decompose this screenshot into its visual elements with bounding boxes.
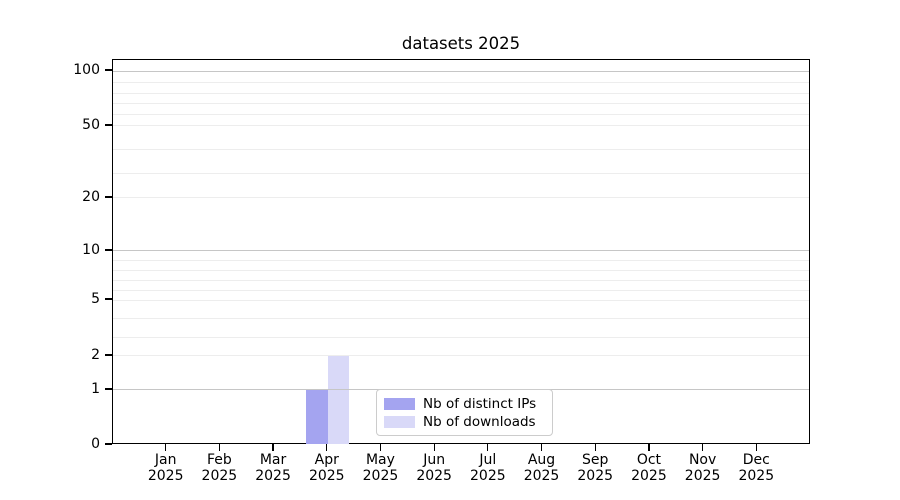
y-tick-label: 1 bbox=[91, 380, 100, 397]
y-gridline-minor bbox=[113, 197, 809, 199]
x-tick-label: Sep 2025 bbox=[577, 452, 614, 484]
x-tick-label: Dec 2025 bbox=[738, 452, 775, 484]
x-tick-label: Oct 2025 bbox=[631, 452, 667, 484]
y-gridline-minor bbox=[113, 260, 809, 262]
x-tick bbox=[272, 444, 274, 451]
x-tick bbox=[379, 444, 382, 451]
y-tick bbox=[105, 69, 112, 71]
y-tick bbox=[105, 196, 112, 198]
legend-swatch-downloads bbox=[384, 416, 415, 428]
y-gridline-minor bbox=[113, 355, 809, 357]
y-gridline-minor bbox=[113, 299, 809, 301]
x-tick bbox=[165, 444, 167, 451]
x-tick bbox=[433, 444, 435, 451]
bar-distinct-ips bbox=[306, 389, 328, 444]
y-tick-label: 10 bbox=[82, 241, 100, 258]
x-tick bbox=[326, 444, 328, 451]
y-tick-label: 100 bbox=[73, 62, 100, 78]
x-tick bbox=[648, 444, 650, 451]
y-gridline-minor bbox=[113, 103, 809, 105]
x-tick-label: Feb 2025 bbox=[201, 452, 238, 484]
x-tick-label: Aug 2025 bbox=[523, 452, 560, 484]
y-tick-label: 0 bbox=[91, 436, 100, 452]
y-gridline-minor bbox=[113, 92, 809, 94]
y-tick bbox=[105, 124, 112, 126]
y-gridline-minor bbox=[113, 173, 809, 175]
x-tick-label: Jul 2025 bbox=[470, 452, 506, 484]
y-gridline-minor bbox=[113, 318, 809, 320]
y-gridline-major bbox=[113, 70, 809, 72]
y-tick bbox=[105, 354, 112, 356]
chart-title: datasets 2025 bbox=[401, 34, 521, 53]
y-gridline-minor bbox=[113, 114, 809, 116]
x-tick-label: Mar 2025 bbox=[255, 452, 291, 484]
y-tick-label: 50 bbox=[82, 116, 100, 133]
x-tick bbox=[702, 444, 704, 451]
y-gridline-minor bbox=[113, 149, 809, 151]
legend-item-distinct-ips: Nb of distinct IPs bbox=[384, 395, 546, 413]
x-tick bbox=[540, 444, 543, 451]
y-gridline-minor bbox=[113, 125, 809, 127]
x-tick bbox=[594, 444, 596, 451]
y-gridline-major bbox=[113, 250, 809, 252]
y-tick bbox=[105, 388, 112, 390]
legend-item-downloads: Nb of downloads bbox=[384, 413, 546, 431]
x-tick-label: Apr 2025 bbox=[308, 452, 345, 484]
y-tick-label: 20 bbox=[82, 188, 100, 205]
y-tick bbox=[105, 298, 112, 300]
x-tick-label: Nov 2025 bbox=[684, 452, 721, 484]
x-tick bbox=[218, 444, 220, 451]
x-tick bbox=[487, 444, 489, 451]
y-tick-label: 2 bbox=[91, 346, 100, 363]
y-tick bbox=[105, 249, 112, 251]
x-tick-label: May 2025 bbox=[362, 452, 399, 484]
legend-swatch-distinct-ips bbox=[384, 398, 415, 410]
bar-downloads bbox=[327, 355, 350, 444]
y-gridline-minor bbox=[113, 81, 809, 83]
legend: Nb of distinct IPs Nb of downloads bbox=[376, 389, 553, 436]
y-gridline-minor bbox=[113, 289, 809, 291]
plot-area bbox=[112, 59, 810, 444]
legend-label-distinct-ips: Nb of distinct IPs bbox=[423, 396, 537, 412]
legend-label-downloads: Nb of downloads bbox=[423, 414, 536, 430]
x-tick-label: Jan 2025 bbox=[147, 452, 184, 484]
x-tick bbox=[755, 444, 757, 451]
y-tick bbox=[105, 443, 112, 445]
y-tick-label: 5 bbox=[91, 291, 100, 307]
y-gridline-minor bbox=[113, 279, 809, 281]
x-tick-label: Jun 2025 bbox=[416, 452, 452, 484]
y-gridline-minor bbox=[113, 270, 809, 272]
y-gridline-minor bbox=[113, 336, 809, 338]
